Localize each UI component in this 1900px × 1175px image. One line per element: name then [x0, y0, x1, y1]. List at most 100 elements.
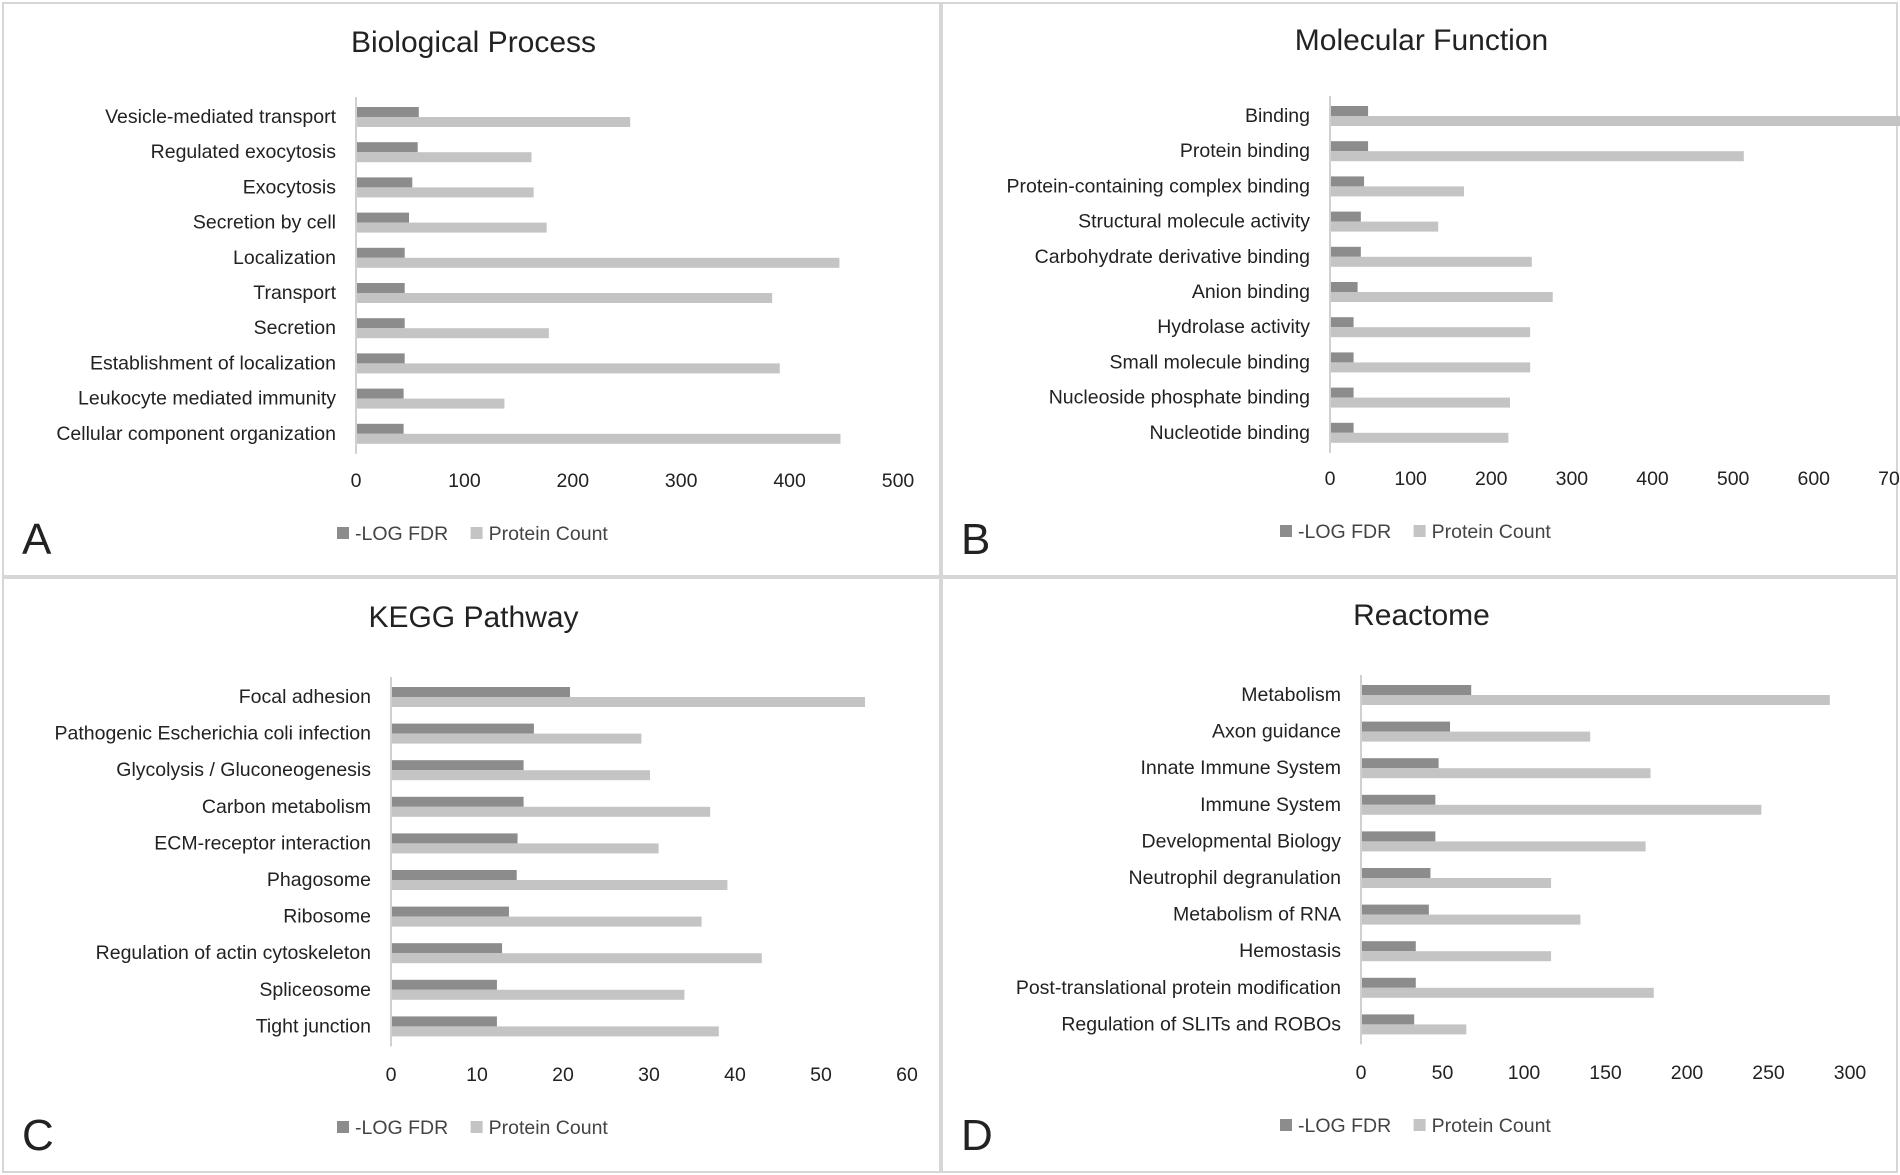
bar-protein-count — [392, 989, 685, 1000]
bar-neglogfdr — [357, 177, 413, 188]
category-label: Cellular component organization — [56, 423, 336, 445]
bar-neglogfdr — [1362, 941, 1416, 952]
category-label: ECM-receptor interaction — [154, 832, 371, 854]
category-label: Ribosome — [283, 906, 371, 928]
category-label: Protein binding — [1180, 140, 1310, 162]
category-label: Regulated exocytosis — [151, 141, 337, 163]
category-label: Secretion by cell — [193, 212, 336, 234]
bar-neglogfdr — [1362, 758, 1439, 769]
x-tick-label: 50 — [1432, 1062, 1454, 1084]
chart-title: KEGG Pathway — [368, 601, 578, 634]
bar-protein-count — [1362, 731, 1591, 742]
bar-protein-count — [357, 293, 773, 303]
bar-protein-count — [357, 328, 549, 339]
chart-biological-process: Biological Process Vesicle-mediated trans… — [56, 26, 915, 545]
category-label: Regulation of SLITs and ROBOs — [1061, 1013, 1341, 1035]
bar-neglogfdr — [1331, 422, 1354, 433]
category-label: Carbon metabolism — [202, 796, 371, 818]
x-tick-label: 0 — [351, 470, 362, 492]
x-tick-label: 100 — [448, 470, 481, 492]
bar-protein-count — [1362, 841, 1646, 852]
bar-protein-count — [1331, 221, 1439, 232]
x-tick-label: 200 — [557, 470, 590, 492]
bar-neglogfdr — [1331, 387, 1354, 398]
chart-reactome: Reactome Metabolism Axon guidance Innate Im… — [1016, 599, 1867, 1137]
legend-label: Protein Count — [1432, 521, 1552, 543]
bar-protein-count — [1362, 914, 1581, 925]
bar-neglogfdr — [392, 906, 509, 917]
chart-title: Biological Process — [351, 26, 596, 59]
category-label: Structural molecule activity — [1078, 211, 1310, 233]
bar-neglogfdr — [357, 388, 404, 399]
bar-protein-count — [392, 770, 650, 781]
bar-neglogfdr — [1331, 282, 1358, 292]
x-tick-label: 50 — [810, 1064, 832, 1086]
bar-protein-count — [357, 187, 534, 198]
x-tick-label: 0 — [386, 1064, 397, 1086]
category-label: Phagosome — [267, 869, 371, 891]
bar-protein-count — [357, 257, 840, 268]
legend-swatch-neglogfdr — [337, 527, 349, 539]
category-label: Transport — [253, 282, 336, 304]
bar-neglogfdr — [357, 247, 405, 258]
bar-protein-count — [1331, 256, 1532, 267]
bar-protein-count — [1331, 292, 1553, 302]
bar-neglogfdr — [392, 833, 518, 844]
bar-protein-count — [1362, 1024, 1467, 1035]
x-tick-label: 0 — [1356, 1062, 1367, 1084]
legend-swatch-neglogfdr — [1280, 525, 1292, 537]
panel-b: Molecular Function Binding Protein binding… — [941, 2, 1900, 577]
x-tick-label: 100 — [1508, 1062, 1541, 1084]
bar-neglogfdr — [392, 979, 497, 990]
bar-neglogfdr — [392, 760, 524, 771]
bar-neglogfdr — [1331, 141, 1369, 152]
panel-c: KEGG Pathway Focal adhesion Pathogenic Esc… — [2, 577, 941, 1173]
category-label: Exocytosis — [243, 176, 336, 198]
bar-neglogfdr — [357, 107, 419, 117]
x-tick-label: 500 — [882, 470, 915, 492]
category-label: Hydrolase activity — [1157, 316, 1310, 338]
panel-letter-a: A — [22, 515, 52, 564]
bar-neglogfdr — [1331, 211, 1361, 222]
category-label: Nucleoside phosphate binding — [1049, 387, 1310, 409]
category-label: Carbohydrate derivative binding — [1035, 246, 1310, 268]
category-label: Axon guidance — [1212, 721, 1341, 743]
category-label: Metabolism of RNA — [1173, 904, 1341, 926]
x-tick-label: 60 — [896, 1064, 918, 1086]
chart-molecular-function: Molecular Function Binding Protein binding… — [1006, 24, 1900, 543]
bar-protein-count — [357, 363, 780, 374]
bar-neglogfdr — [1362, 794, 1436, 805]
category-label: Establishment of localization — [90, 352, 336, 374]
x-tick-label: 30 — [638, 1064, 660, 1086]
legend-swatch-protein-count — [1413, 525, 1426, 537]
bar-protein-count — [357, 398, 505, 409]
bar-protein-count — [1362, 768, 1651, 779]
legend-label: -LOG FDR — [355, 1117, 448, 1139]
bar-neglogfdr — [392, 723, 534, 734]
x-tick-label: 250 — [1752, 1062, 1785, 1084]
bar-neglogfdr — [1362, 1014, 1415, 1025]
bar-neglogfdr — [357, 318, 405, 329]
category-label: Focal adhesion — [239, 686, 371, 708]
bar-protein-count — [1331, 151, 1744, 162]
panel-letter-c: C — [22, 1111, 54, 1160]
x-tick-label: 0 — [1325, 468, 1336, 490]
legend-label: -LOG FDR — [1298, 521, 1391, 543]
bar-protein-count — [1331, 397, 1510, 408]
bar-protein-count — [1331, 327, 1531, 338]
panel-letter-d: D — [961, 1111, 993, 1160]
bar-neglogfdr — [392, 943, 503, 954]
chart-title: Reactome — [1353, 599, 1490, 632]
bar-neglogfdr — [357, 283, 405, 293]
legend-label: -LOG FDR — [355, 523, 448, 545]
category-label: Pathogenic Escherichia coli infection — [54, 723, 371, 745]
category-label: Immune System — [1200, 794, 1341, 816]
bar-protein-count — [357, 152, 532, 163]
legend-label: Protein Count — [489, 523, 609, 545]
bar-neglogfdr — [1331, 246, 1361, 257]
x-tick-label: 600 — [1797, 468, 1830, 490]
category-label: Leukocyte mediated immunity — [78, 388, 336, 410]
legend-label: -LOG FDR — [1298, 1115, 1391, 1137]
bar-protein-count — [1362, 951, 1552, 962]
bar-protein-count — [392, 806, 711, 817]
